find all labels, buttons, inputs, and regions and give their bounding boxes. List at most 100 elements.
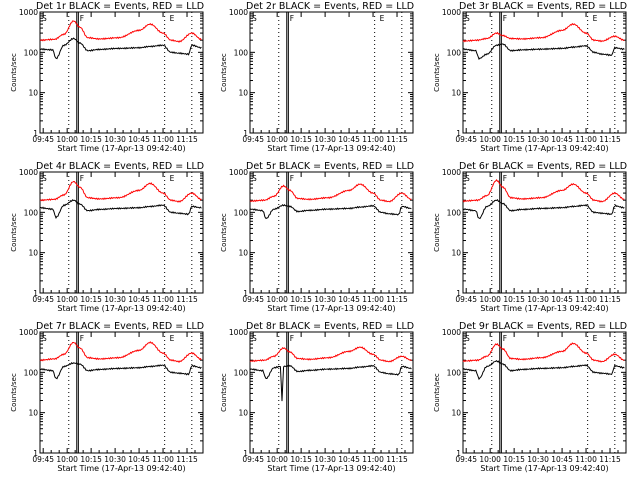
- panel-8-ytick-label: 1000: [229, 328, 248, 337]
- panel-7-events-series: [39, 362, 202, 380]
- panel-8-ytick-label: 100: [234, 368, 249, 377]
- panel-9-xtick-label: 10:00: [479, 455, 501, 464]
- panel-9-ylabel: Counts/sec: [433, 373, 441, 412]
- panel-6-title: Det 6r BLACK = Events, RED = LLD: [459, 161, 627, 172]
- panel-9-xtick-label: 11:00: [575, 455, 597, 464]
- panel-4-ytick-label: 10: [28, 249, 38, 258]
- panel-6-xtick-label: 10:30: [527, 295, 549, 304]
- panel-5-ytick-label: 1000: [229, 168, 248, 177]
- panel-6-ytick-label: 10: [451, 249, 461, 258]
- panel-5-xtick-label: 10:30: [314, 295, 336, 304]
- panel-9-flag-e: E: [593, 334, 598, 343]
- panel-8-flag-e: E: [380, 334, 385, 343]
- panel-6-flag-s: S: [465, 174, 470, 183]
- panel-8-xtick-label: 09:45: [242, 455, 264, 464]
- panel-6-xtick-label: 09:45: [455, 295, 477, 304]
- panel-4-ytick-label: 100: [24, 208, 39, 217]
- panel-9-xtick-label: 10:45: [551, 455, 573, 464]
- panel-2-xtick-label: 09:45: [242, 135, 264, 144]
- panel-4-xtick-label: 09:45: [32, 295, 54, 304]
- panel-3-events-series: [462, 43, 625, 61]
- panel-8-xlabel: Start Time (17-Apr-13 09:42:40): [267, 464, 395, 473]
- panel-2-ytick-label: 1000: [229, 8, 248, 17]
- panel-1-xtick-label: 10:15: [80, 135, 102, 144]
- panel-9-xtick-label: 11:15: [599, 455, 621, 464]
- panel-5-events-series: [249, 204, 412, 220]
- panel-1-xtick-label: 11:15: [176, 135, 198, 144]
- panel-2-flag-f: F: [290, 14, 294, 23]
- panel-6-xtick-label: 10:00: [479, 295, 501, 304]
- panel-3-ytick-label: 10: [451, 89, 461, 98]
- panel-1-events-series: [39, 37, 202, 60]
- panel-5-xtick-label: 10:00: [266, 295, 288, 304]
- panel-7-ylabel: Counts/sec: [10, 373, 18, 412]
- panel-1-ytick-label: 1: [33, 129, 38, 138]
- panel-6-ytick-label: 1000: [442, 168, 461, 177]
- panel-1-xtick-label: 10:00: [56, 135, 78, 144]
- panel-5-flag-f: F: [290, 174, 294, 183]
- panel-2-xtick-label: 10:00: [266, 135, 288, 144]
- panel-6-ytick-label: 1: [456, 289, 461, 298]
- panel-6-events-series: [462, 199, 625, 220]
- panel-9-flag-f: F: [503, 334, 507, 343]
- panel-1-flag-f: F: [80, 14, 84, 23]
- panel-9-title: Det 9r BLACK = Events, RED = LLD: [459, 321, 627, 332]
- panel-4-xtick-label: 11:15: [176, 295, 198, 304]
- panel-4-xtick-label: 10:30: [104, 295, 126, 304]
- panel-3-xtick-label: 09:45: [455, 135, 477, 144]
- panel-6-flag-e: E: [593, 174, 598, 183]
- panel-1-ytick-label: 100: [24, 48, 39, 57]
- panel-2-flag-e: E: [380, 14, 385, 23]
- panel-3-xtick-label: 10:30: [527, 135, 549, 144]
- panel-9-events-series: [462, 360, 625, 381]
- panel-5-ytick-label: 10: [238, 249, 248, 258]
- panel-5-flag-e: E: [380, 174, 385, 183]
- panel-2-xtick-label: 10:45: [338, 135, 360, 144]
- panel-8-xtick-label: 10:45: [338, 455, 360, 464]
- panel-4-title: Det 4r BLACK = Events, RED = LLD: [36, 161, 204, 172]
- panel-8-lld-series: [249, 346, 412, 363]
- panel-5-lld-series: [249, 183, 412, 203]
- panel-7-xtick-label: 10:00: [56, 455, 78, 464]
- panel-5-flag-s: S: [252, 174, 257, 183]
- panel-2-ytick-label: 1: [243, 129, 248, 138]
- panel-3-flag-e: E: [593, 14, 598, 23]
- panel-6-xtick-label: 10:45: [551, 295, 573, 304]
- panel-8-flag-f: F: [290, 334, 294, 343]
- panel-3-xtick-label: 10:00: [479, 135, 501, 144]
- panel-6-flag-f: F: [503, 174, 507, 183]
- panel-2-xtick-label: 10:15: [290, 135, 312, 144]
- panel-8-ytick-label: 10: [238, 409, 248, 418]
- panel-4-xtick-label: 11:00: [152, 295, 174, 304]
- panel-7-ytick-label: 1: [33, 449, 38, 458]
- panel-7-frame: [39, 331, 204, 454]
- panel-3-ytick-label: 1: [456, 129, 461, 138]
- panel-9-ytick-label: 1000: [442, 328, 461, 337]
- panel-5-frame: [249, 171, 414, 294]
- panel-6-xtick-label: 11:00: [575, 295, 597, 304]
- panel-5-title: Det 5r BLACK = Events, RED = LLD: [246, 161, 414, 172]
- panel-9-lld-series: [462, 342, 625, 363]
- panel-4-ylabel: Counts/sec: [10, 213, 18, 252]
- panel-1-ylabel: Counts/sec: [10, 53, 18, 92]
- panel-1-lld-series: [39, 20, 202, 43]
- panel-5-xtick-label: 10:45: [338, 295, 360, 304]
- panel-1-flag-s: S: [42, 14, 47, 23]
- panel-4-xlabel: Start Time (17-Apr-13 09:42:40): [57, 304, 185, 313]
- panel-6-ytick-label: 100: [447, 208, 462, 217]
- panel-1-xtick-label: 09:45: [32, 135, 54, 144]
- panel-8-xtick-label: 11:15: [386, 455, 408, 464]
- panel-4-frame: [39, 171, 204, 294]
- panel-6-lld-series: [462, 179, 625, 203]
- panel-2-xtick-label: 10:30: [314, 135, 336, 144]
- panel-5-ylabel: Counts/sec: [220, 213, 228, 252]
- panel-8-xtick-label: 11:00: [362, 455, 384, 464]
- panel-7-ytick-label: 10: [28, 409, 38, 418]
- panel-4-flag-f: F: [80, 174, 84, 183]
- panel-3-title: Det 3r BLACK = Events, RED = LLD: [459, 1, 627, 12]
- panel-8-frame: [249, 331, 414, 454]
- panel-7-flag-e: E: [170, 334, 175, 343]
- panel-7-flag-s: S: [42, 334, 47, 343]
- panel-3-frame: [462, 11, 627, 134]
- panel-1-xtick-label: 10:30: [104, 135, 126, 144]
